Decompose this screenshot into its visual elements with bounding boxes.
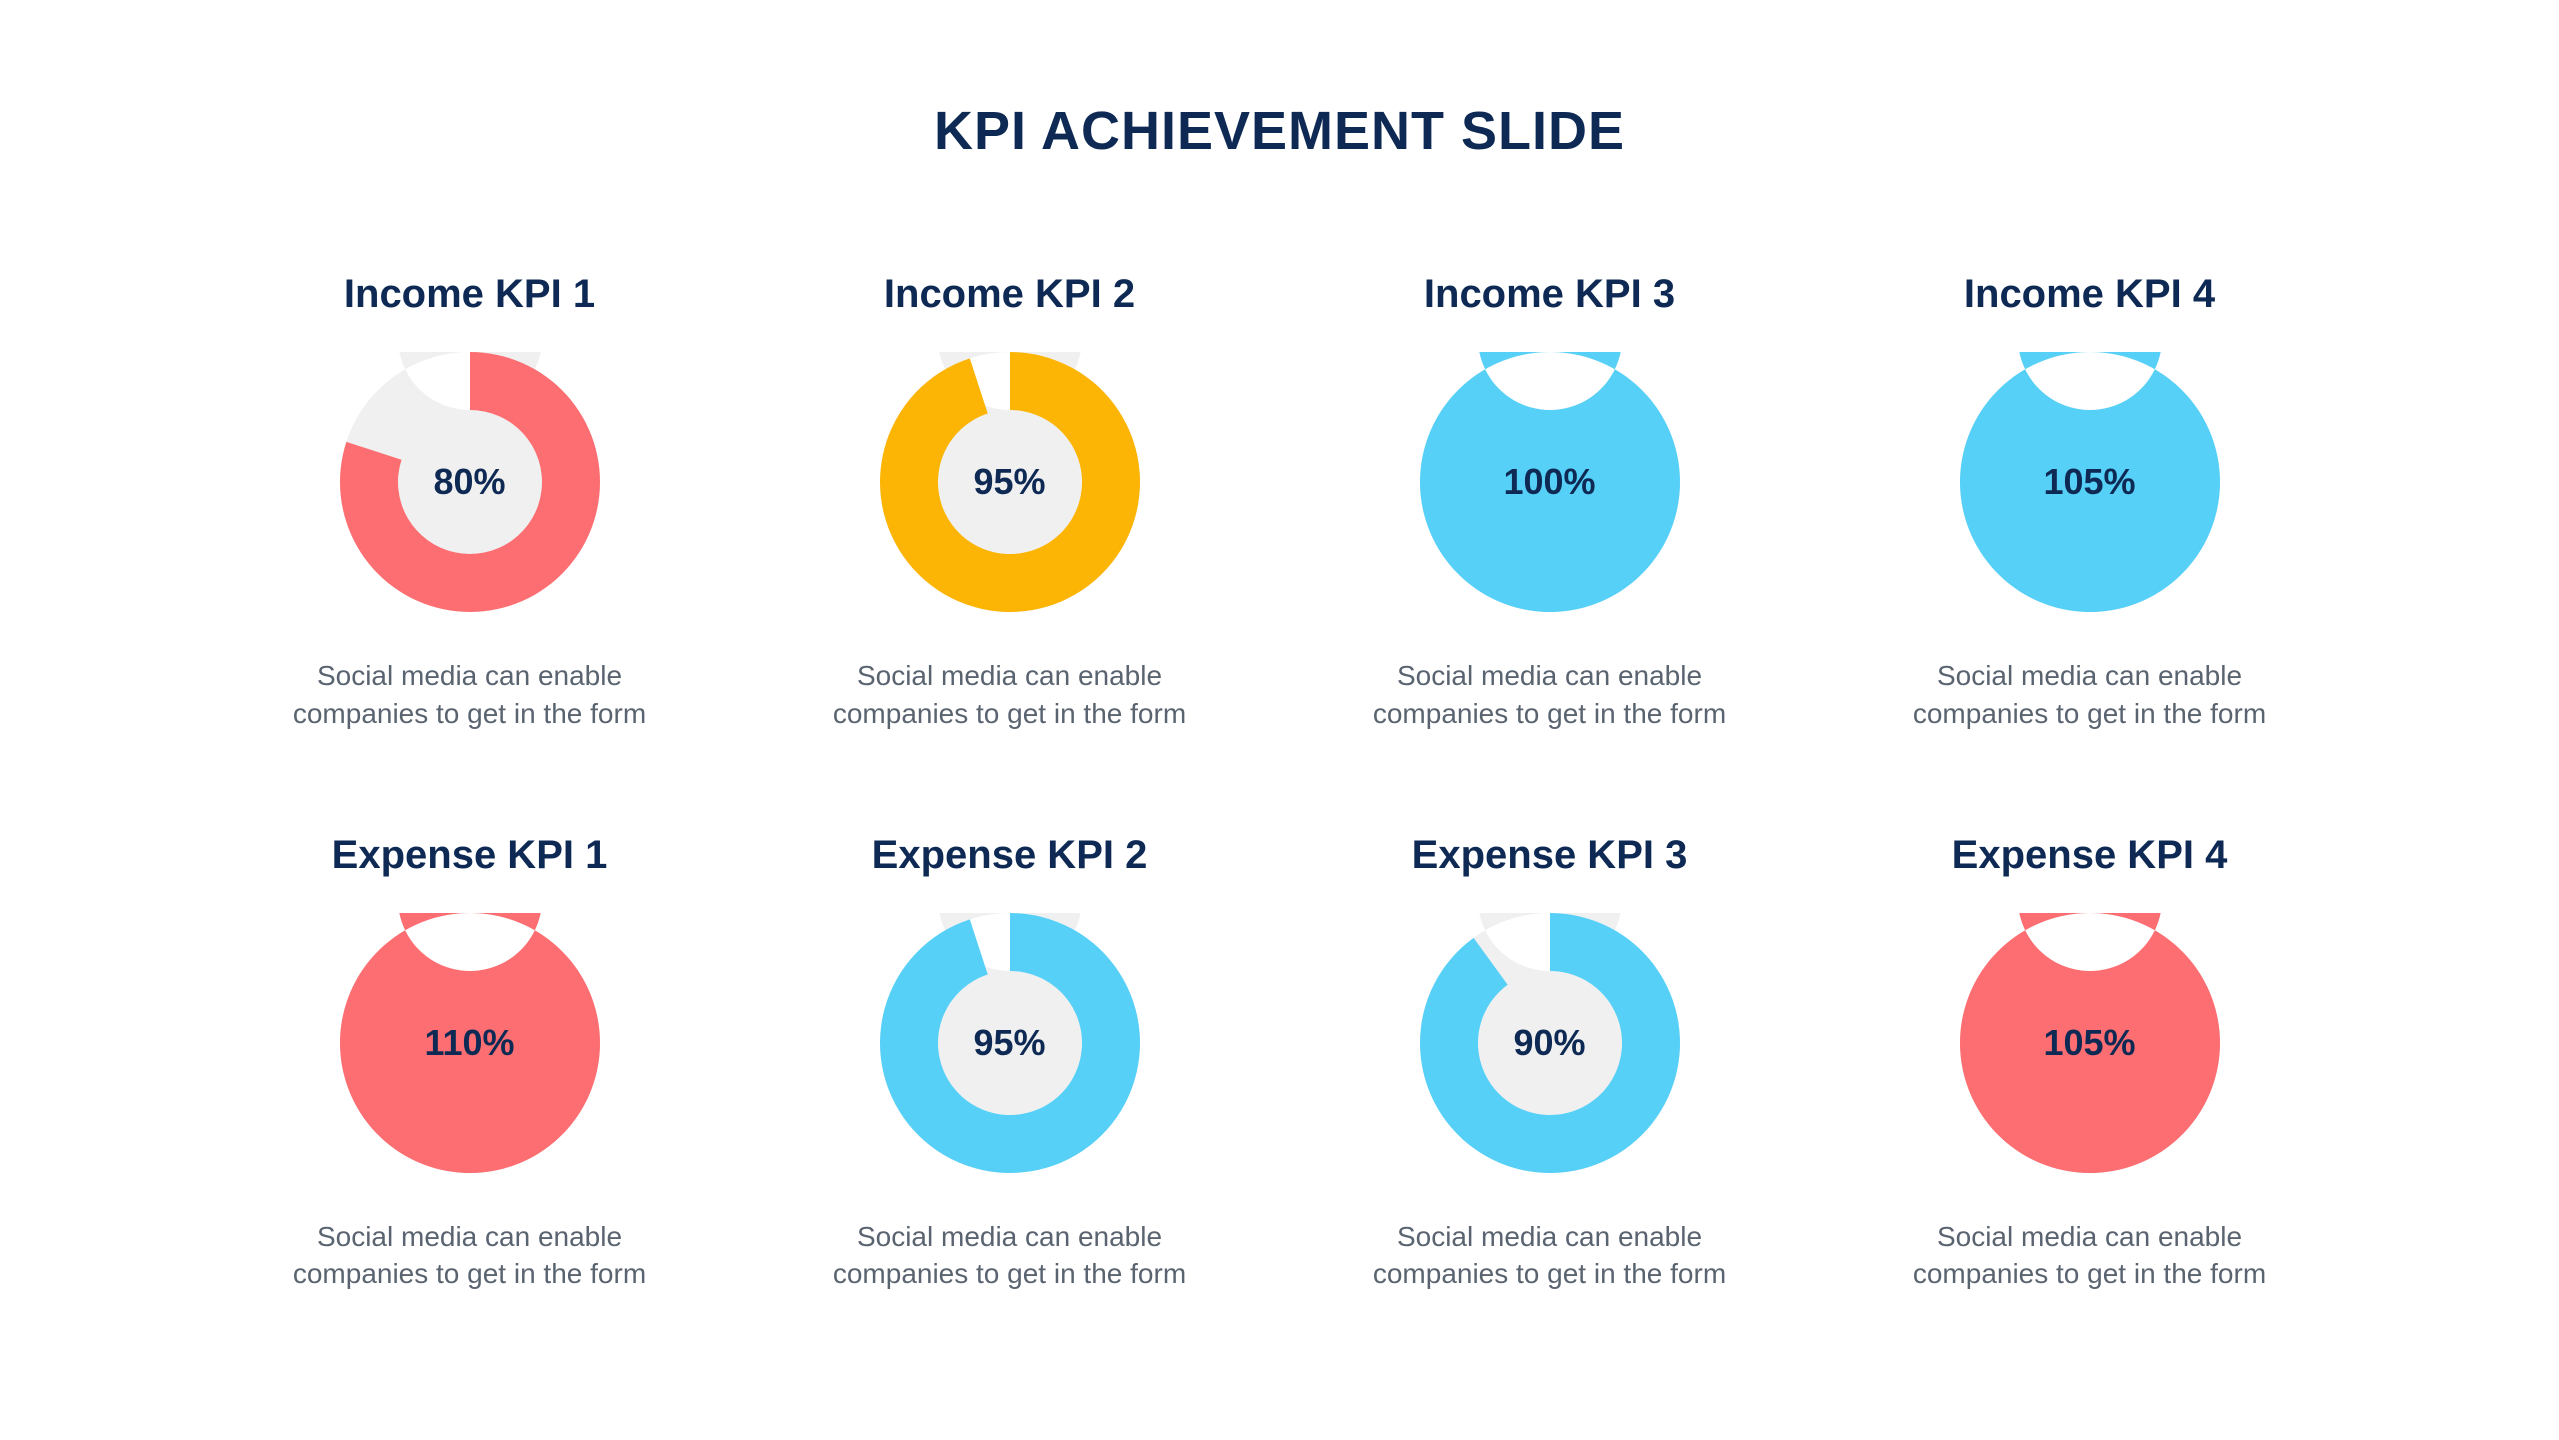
donut-chart: 80% xyxy=(340,352,600,612)
kpi-desc: Social media can enable companies to get… xyxy=(800,657,1220,733)
kpi-title: Expense KPI 2 xyxy=(872,833,1148,878)
kpi-item: Income KPI 3 100% Social media can enabl… xyxy=(1310,272,1790,733)
donut-chart: 100% xyxy=(1420,352,1680,612)
kpi-title: Income KPI 1 xyxy=(344,272,595,317)
kpi-item: Expense KPI 3 90% Social media can enabl… xyxy=(1310,833,1790,1294)
donut-chart: 105% xyxy=(1960,352,2220,612)
kpi-grid: Income KPI 1 80% Social media can enable… xyxy=(230,272,2330,1293)
kpi-title: Income KPI 2 xyxy=(884,272,1135,317)
donut-value: 105% xyxy=(2043,1022,2135,1064)
page-title: KPI ACHIEVEMENT SLIDE xyxy=(934,100,1625,162)
donut-value: 105% xyxy=(2043,461,2135,503)
kpi-desc: Social media can enable companies to get… xyxy=(800,1218,1220,1294)
kpi-item: Income KPI 1 80% Social media can enable… xyxy=(230,272,710,733)
kpi-desc: Social media can enable companies to get… xyxy=(1340,657,1760,733)
donut-chart: 110% xyxy=(340,913,600,1173)
kpi-title: Expense KPI 3 xyxy=(1412,833,1688,878)
kpi-desc: Social media can enable companies to get… xyxy=(260,657,680,733)
kpi-title: Income KPI 3 xyxy=(1424,272,1675,317)
donut-chart: 95% xyxy=(880,352,1140,612)
kpi-item: Expense KPI 4 105% Social media can enab… xyxy=(1850,833,2330,1294)
donut-value: 95% xyxy=(973,1022,1045,1064)
donut-value: 100% xyxy=(1503,461,1595,503)
donut-chart: 90% xyxy=(1420,913,1680,1173)
donut-value: 80% xyxy=(433,461,505,503)
kpi-item: Income KPI 2 95% Social media can enable… xyxy=(770,272,1250,733)
kpi-item: Income KPI 4 105% Social media can enabl… xyxy=(1850,272,2330,733)
kpi-title: Expense KPI 1 xyxy=(332,833,608,878)
donut-value: 90% xyxy=(1513,1022,1585,1064)
kpi-desc: Social media can enable companies to get… xyxy=(260,1218,680,1294)
kpi-desc: Social media can enable companies to get… xyxy=(1880,1218,2300,1294)
kpi-desc: Social media can enable companies to get… xyxy=(1880,657,2300,733)
donut-value: 95% xyxy=(973,461,1045,503)
donut-chart: 95% xyxy=(880,913,1140,1173)
kpi-desc: Social media can enable companies to get… xyxy=(1340,1218,1760,1294)
donut-value: 110% xyxy=(424,1022,514,1064)
kpi-item: Expense KPI 2 95% Social media can enabl… xyxy=(770,833,1250,1294)
kpi-item: Expense KPI 1 110% Social media can enab… xyxy=(230,833,710,1294)
kpi-title: Income KPI 4 xyxy=(1964,272,2215,317)
donut-chart: 105% xyxy=(1960,913,2220,1173)
kpi-title: Expense KPI 4 xyxy=(1952,833,2228,878)
